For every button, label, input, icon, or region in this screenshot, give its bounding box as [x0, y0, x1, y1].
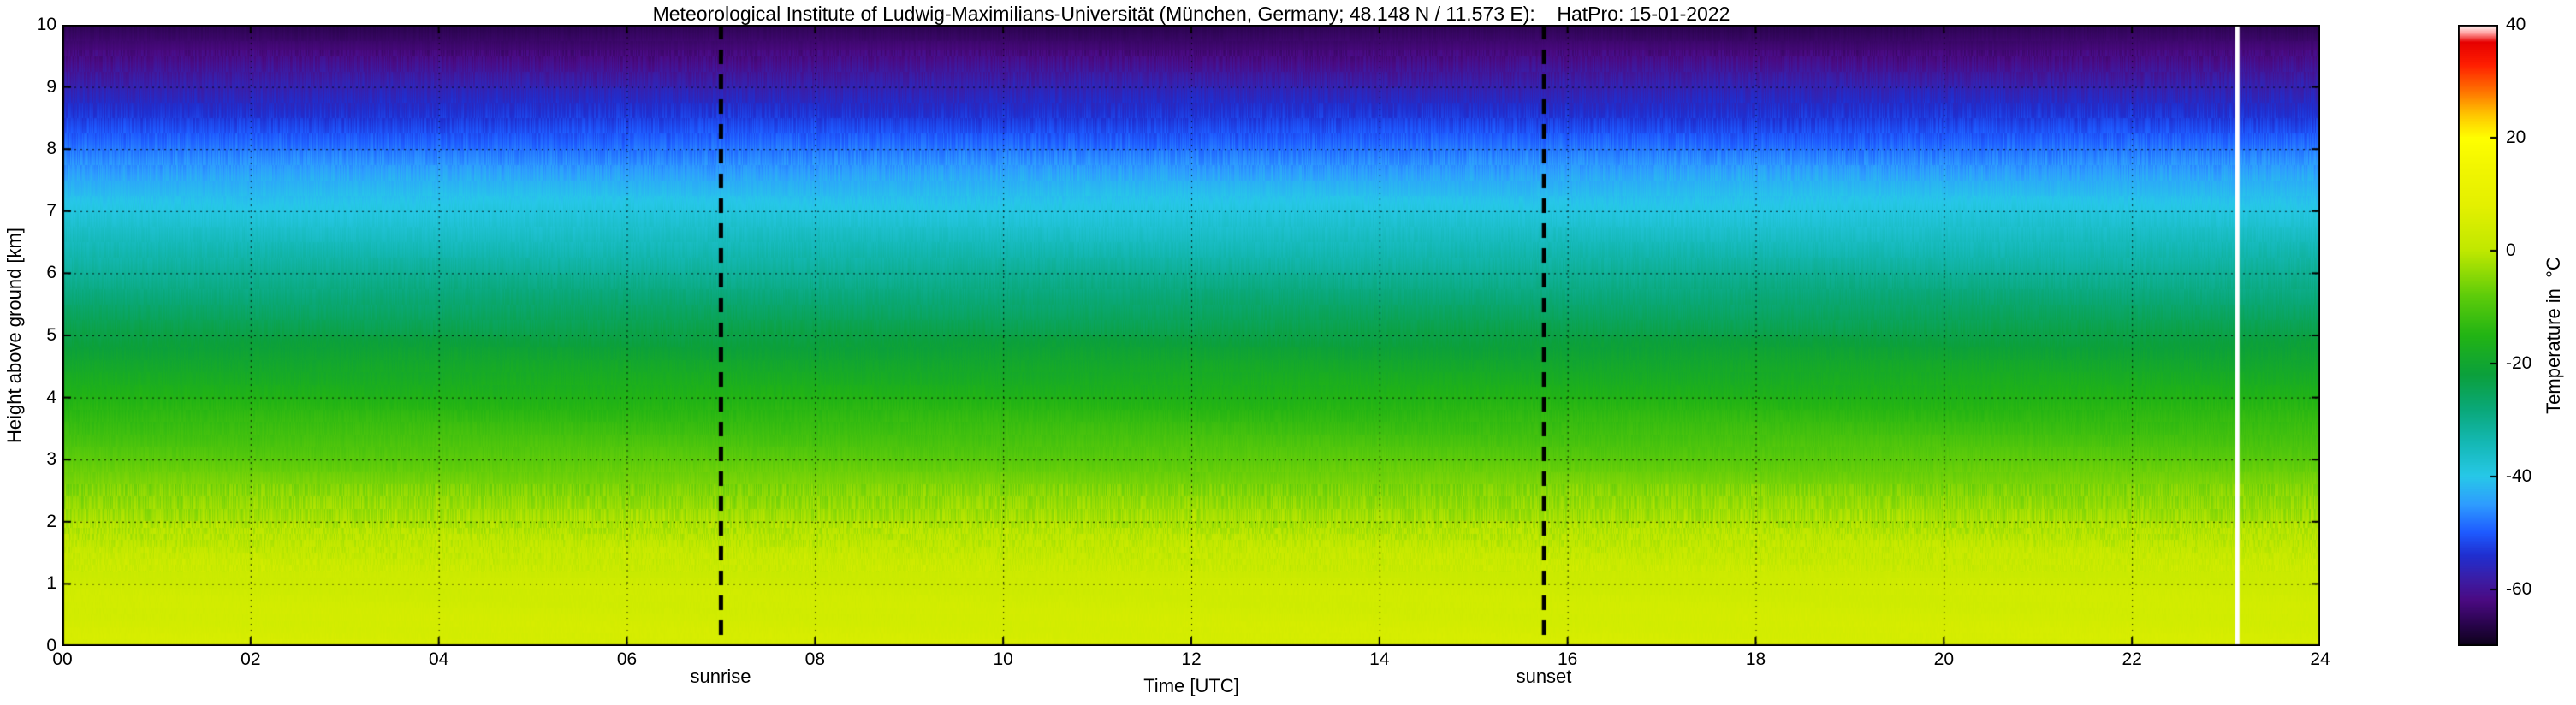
- x-tick-label: 24: [2310, 649, 2330, 669]
- x-tick-label: 20: [1933, 649, 1955, 669]
- colorbar-canvas: [2458, 25, 2498, 646]
- x-tick-label: 02: [240, 649, 261, 669]
- x-tick-label: 10: [993, 649, 1013, 669]
- plot-area: [62, 25, 2320, 646]
- y-tick-label: 9: [46, 76, 56, 97]
- colorbar-tick-label: 0: [2506, 240, 2516, 260]
- y-tick-label: 4: [46, 387, 56, 407]
- colorbar-tick-label: -60: [2506, 579, 2532, 599]
- colorbar-tick-label: -20: [2506, 353, 2532, 373]
- x-axis-label: Time [UTC]: [1143, 675, 1239, 696]
- x-tick-label: 16: [1557, 649, 1578, 669]
- sunset-annotation-label: sunset: [1516, 666, 1572, 687]
- y-tick-label: 3: [46, 449, 56, 470]
- chart-title: Meteorological Institute of Ludwig-Maxim…: [652, 3, 1730, 25]
- y-tick-label: 10: [36, 15, 56, 34]
- x-tick-label: 22: [2122, 649, 2142, 669]
- x-tick-label: 00: [52, 649, 73, 669]
- y-tick-label: 1: [46, 573, 56, 594]
- x-tick-label: 12: [1181, 649, 1202, 669]
- x-tick-label: 08: [804, 649, 826, 669]
- colorbar-tick-label: -40: [2506, 466, 2532, 486]
- y-tick-label: 7: [46, 200, 56, 221]
- y-tick-label: 8: [46, 139, 56, 159]
- y-tick-label: 2: [46, 511, 56, 531]
- x-tick-label: 14: [1369, 649, 1390, 669]
- y-tick-label: 0: [46, 636, 56, 655]
- colorbar-label: Temperature in °C: [2543, 257, 2564, 414]
- y-tick-label: 5: [46, 325, 56, 345]
- colorbar-tick-label: 40: [2506, 15, 2526, 34]
- temperature-heatmap-canvas: [62, 25, 2320, 646]
- colorbar-tick-label: 20: [2506, 127, 2526, 147]
- x-tick-label: 06: [616, 649, 638, 669]
- x-tick-label: 18: [1745, 649, 1766, 669]
- colorbar: [2458, 25, 2498, 646]
- y-tick-label: 6: [46, 263, 56, 283]
- x-tick-label: 04: [428, 649, 449, 669]
- sunrise-annotation-label: sunrise: [690, 666, 751, 687]
